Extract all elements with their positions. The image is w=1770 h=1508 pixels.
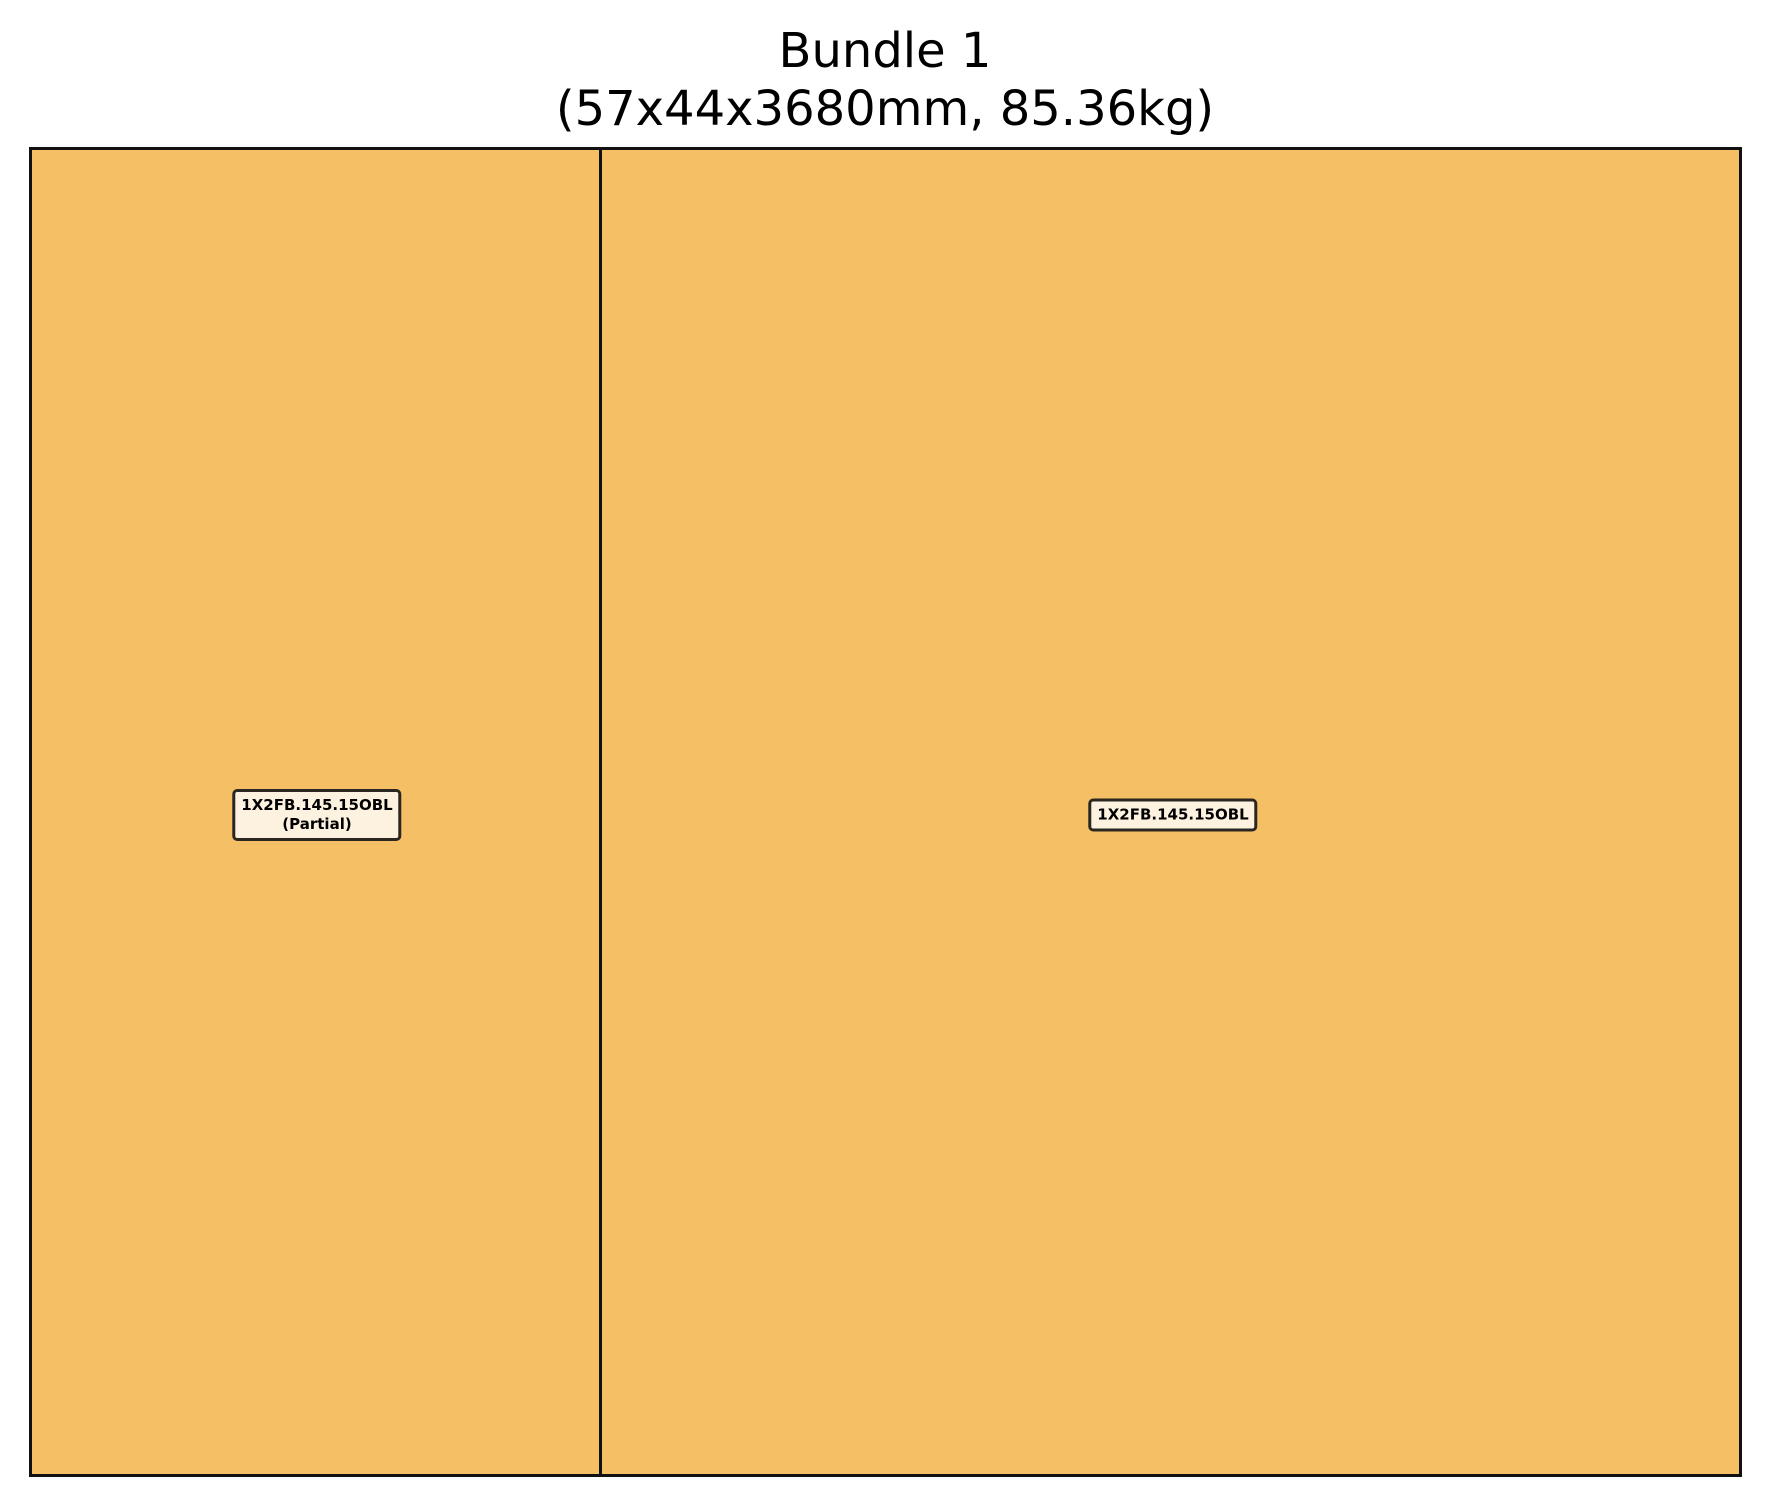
piece-label-full: 1X2FB.145.15OBL: [1088, 798, 1258, 832]
piece-note: (Partial): [282, 815, 352, 833]
piece-segment-partial: 1X2FB.145.15OBL (Partial): [32, 150, 602, 1474]
bundle-dimensions-weight: (57x44x3680mm, 85.36kg): [555, 81, 1215, 137]
piece-code: 1X2FB.145.15OBL: [1097, 805, 1249, 824]
piece-code: 1X2FB.145.15OBL: [241, 796, 393, 814]
piece-label-partial: 1X2FB.145.15OBL (Partial): [232, 789, 402, 841]
bundle-name: Bundle 1: [778, 23, 992, 79]
bundle-layout: 1X2FB.145.15OBL (Partial) 1X2FB.145.15OB…: [29, 147, 1742, 1477]
piece-segment-full: 1X2FB.145.15OBL: [602, 150, 1739, 1474]
bundle-title: Bundle 1 (57x44x3680mm, 85.36kg): [0, 22, 1770, 138]
